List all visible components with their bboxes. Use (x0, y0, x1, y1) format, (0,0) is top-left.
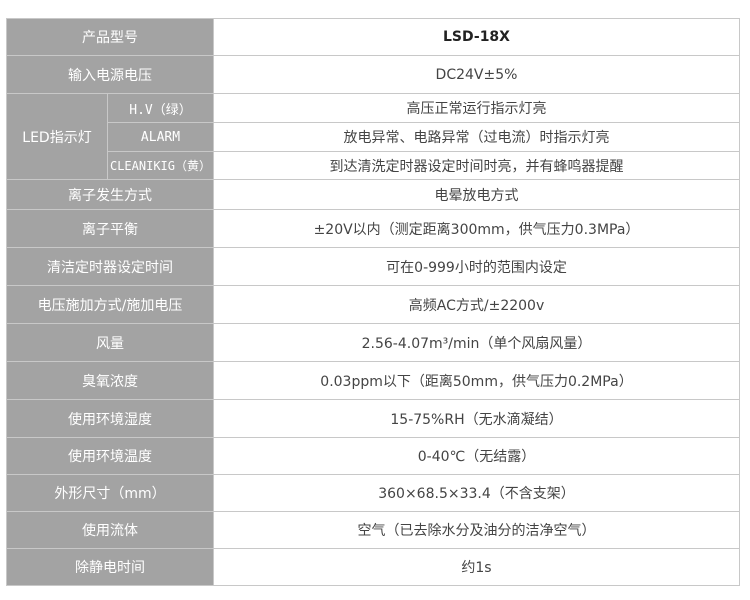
row-label: 离子发生方式 (6, 179, 214, 210)
spec-row: 清洁定时器设定时间 可在0-999小时的范围内设定 (6, 247, 740, 286)
sub-label: ALARM (107, 122, 214, 152)
spec-row-led-cleaning: CLEANIKIG（黄） 到达清洗定时器设定时间时亮，并有蜂鸣器提醒 (7, 151, 740, 180)
spec-row-led-alarm: ALARM 放电异常、电路异常（过电流）时指示灯亮 (7, 122, 740, 152)
spec-row-led-hv: LED指示灯 H.V（绿） 高压正常运行指示灯亮 (6, 93, 740, 180)
row-label-led: LED指示灯 (6, 93, 108, 180)
row-value: 电晕放电方式 (213, 179, 740, 210)
spec-row-model: 产品型号 LSD-18X (6, 18, 740, 56)
row-value: DC24V±5% (213, 55, 740, 94)
sub-label: CLEANIKIG（黄） (107, 151, 214, 180)
row-label: 使用流体 (6, 511, 214, 549)
spec-row: 使用流体 空气（已去除水分及油分的洁净空气） (6, 511, 740, 549)
row-value: 360×68.5×33.4（不含支架） (213, 474, 740, 512)
row-label: 输入电源电压 (6, 55, 214, 94)
sub-label: H.V（绿） (107, 93, 214, 123)
spec-row-voltage: 输入电源电压 DC24V±5% (6, 55, 740, 94)
row-value: 放电异常、电路异常（过电流）时指示灯亮 (213, 122, 740, 152)
row-label: 外形尺寸（mm） (6, 474, 214, 512)
spec-row: 离子发生方式 电晕放电方式 (6, 179, 740, 210)
row-value: 约1s (213, 548, 740, 586)
spec-row: 离子平衡 ±20V以内（测定距离300mm，供气压力0.3MPa） (6, 209, 740, 248)
row-value: 高频AC方式/±2200v (213, 285, 740, 324)
row-label: 离子平衡 (6, 209, 214, 248)
spec-row: 外形尺寸（mm） 360×68.5×33.4（不含支架） (6, 474, 740, 512)
spec-row: 风量 2.56-4.07m³/min（单个风扇风量） (6, 323, 740, 362)
row-value: 0-40℃（无结露） (213, 437, 740, 475)
spec-row: 使用环境温度 0-40℃（无结露） (6, 437, 740, 475)
row-value: 空气（已去除水分及油分的洁净空气） (213, 511, 740, 549)
spec-row: 臭氧浓度 0.03ppm以下（距离50mm，供气压力0.2MPa） (6, 361, 740, 400)
row-label: 风量 (6, 323, 214, 362)
row-value: 到达清洗定时器设定时间时亮，并有蜂鸣器提醒 (213, 151, 740, 180)
row-value: 可在0-999小时的范围内设定 (213, 247, 740, 286)
spec-row: 使用环境湿度 15-75%RH（无水滴凝结） (6, 399, 740, 438)
row-value: 15-75%RH（无水滴凝结） (213, 399, 740, 438)
row-value: 2.56-4.07m³/min（单个风扇风量） (213, 323, 740, 362)
spec-row: 电压施加方式/施加电压 高频AC方式/±2200v (6, 285, 740, 324)
row-value: ±20V以内（测定距离300mm，供气压力0.3MPa） (213, 209, 740, 248)
row-value: 0.03ppm以下（距离50mm，供气压力0.2MPa） (213, 361, 740, 400)
row-label: 电压施加方式/施加电压 (6, 285, 214, 324)
row-value: 高压正常运行指示灯亮 (213, 93, 740, 123)
row-label: 使用环境温度 (6, 437, 214, 475)
row-label: 产品型号 (6, 18, 214, 56)
row-value: LSD-18X (213, 18, 740, 56)
spec-table: 产品型号 LSD-18X 输入电源电压 DC24V±5% LED指示灯 H.V（… (6, 18, 740, 586)
row-label: 清洁定时器设定时间 (6, 247, 214, 286)
row-label: 臭氧浓度 (6, 361, 214, 400)
row-label: 除静电时间 (6, 548, 214, 586)
spec-row: 除静电时间 约1s (6, 548, 740, 586)
row-label: 使用环境湿度 (6, 399, 214, 438)
